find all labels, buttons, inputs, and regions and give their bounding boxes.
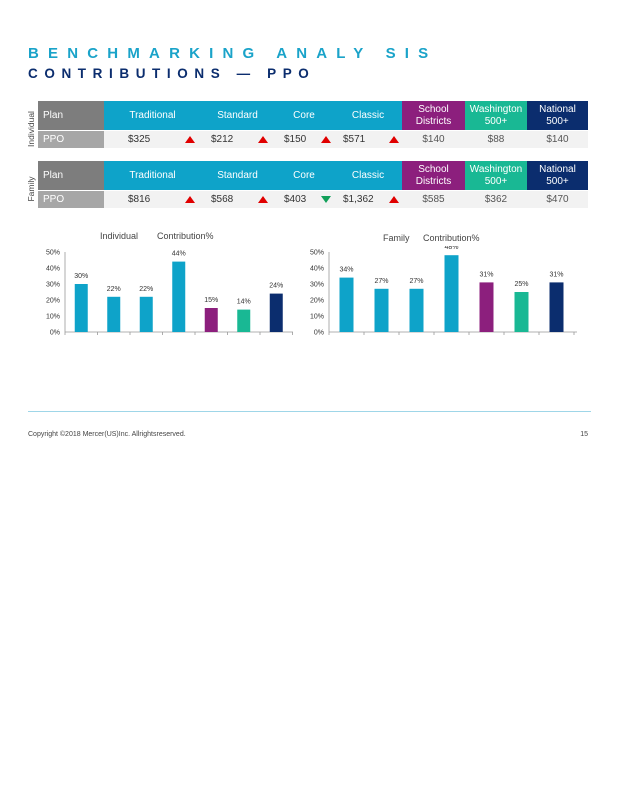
y-tick-label: 50%: [46, 250, 60, 257]
chart-bar: [74, 284, 88, 332]
arrow-up-icon: [185, 196, 195, 203]
y-tick-label: 20%: [46, 298, 60, 305]
arrow-up-icon: [258, 136, 268, 143]
individual-chart-subtitle: Contribution%: [157, 231, 214, 241]
bar-data-label: 27%: [409, 278, 423, 285]
value-cell-2: $568: [201, 191, 274, 208]
value-cell-5: $585: [402, 191, 465, 208]
value-cell-6: $362: [465, 191, 527, 208]
chart-bar: [339, 277, 354, 332]
individual-side-label: Individual: [26, 111, 36, 147]
bar-data-label: 31%: [549, 271, 563, 278]
family-chart-subtitle: Contribution%: [423, 233, 480, 243]
value-cell-7: $140: [527, 131, 588, 148]
bar-data-label: 22%: [139, 286, 153, 293]
arrow-down-icon: [321, 196, 331, 203]
value-cell-3: $403: [274, 191, 334, 208]
col-header-core: Core: [274, 101, 334, 130]
y-tick-label: 10%: [310, 314, 324, 321]
value-cell-7: $470: [527, 191, 588, 208]
family-chart-title: Family: [383, 233, 410, 243]
bar-data-label: 15%: [204, 297, 218, 304]
bar-data-label: 14%: [237, 299, 251, 306]
col-header-plan: Plan: [38, 161, 104, 190]
bar-data-label: 22%: [107, 286, 121, 293]
chart-bar: [107, 296, 121, 332]
page-number: 15: [580, 431, 588, 438]
bar-data-label: 27%: [374, 278, 388, 285]
copyright-text: Copyright ©2018 Mercer(US)Inc. Allrights…: [28, 431, 186, 438]
arrow-up-icon: [321, 136, 331, 143]
col-header-standard: Standard: [201, 161, 274, 190]
page-subtitle: CONTRIBUTIONS — PPO: [28, 66, 316, 81]
chart-bar: [444, 255, 459, 332]
value-cell-6: $88: [465, 131, 527, 148]
arrow-up-icon: [185, 136, 195, 143]
value-cell-2: $212: [201, 131, 274, 148]
value-cell-5: $140: [402, 131, 465, 148]
chart-bar: [374, 288, 389, 332]
value-cell-1: $816: [104, 191, 201, 208]
y-tick-label: 40%: [46, 266, 60, 273]
col-header-washington-500: Washington 500+: [465, 161, 527, 190]
y-tick-label: 40%: [310, 266, 324, 273]
col-header-traditional: Traditional: [104, 161, 201, 190]
arrow-up-icon: [258, 196, 268, 203]
footer-divider: [28, 411, 591, 412]
col-header-school-districts: School Districts: [402, 101, 465, 130]
bar-data-label: 25%: [514, 281, 528, 288]
col-header-school-districts: School Districts: [402, 161, 465, 190]
col-header-national-500: National 500+: [527, 161, 588, 190]
col-header-traditional: Traditional: [104, 101, 201, 130]
chart-bar: [172, 261, 186, 332]
y-tick-label: 0%: [50, 330, 60, 337]
col-header-plan: Plan: [38, 101, 104, 130]
col-header-national-500: National 500+: [527, 101, 588, 130]
individual-contribution-chart: 0% 10% 20% 30% 40% 50% 30% 22% 22% 44% 15% 14% 24%: [46, 250, 293, 337]
chart-bar: [409, 288, 424, 332]
y-tick-label: 20%: [310, 298, 324, 305]
y-tick-label: 0%: [314, 330, 324, 337]
chart-bar: [549, 282, 564, 332]
col-header-standard: Standard: [201, 101, 274, 130]
chart-bar: [269, 293, 283, 332]
page-title: BENCHMARKING ANALY SIS: [28, 45, 438, 62]
chart-bar: [237, 309, 251, 332]
col-header-classic: Classic: [334, 161, 402, 190]
col-header-washington-500: Washington 500+: [465, 101, 527, 130]
value-cell-4: $571: [334, 131, 402, 148]
row-label-ppo: PPO: [38, 131, 104, 148]
family-side-label: Family: [26, 176, 36, 202]
bar-data-label: 44%: [172, 251, 186, 258]
col-header-classic: Classic: [334, 101, 402, 130]
y-tick-label: 30%: [310, 282, 324, 289]
value-cell-3: $150: [274, 131, 334, 148]
value-cell-4: $1,362: [334, 191, 402, 208]
chart-bar: [514, 292, 529, 332]
chart-bar: [204, 308, 218, 332]
row-label-ppo: PPO: [38, 191, 104, 208]
bar-data-label: 34%: [339, 267, 353, 274]
arrow-up-icon: [389, 196, 399, 203]
bar-data-label: 31%: [479, 271, 493, 278]
bar-data-label: 48%: [444, 246, 458, 251]
individual-chart-title: Individual: [100, 231, 139, 241]
bar-data-label: 30%: [74, 273, 88, 280]
family-contribution-chart: 0% 10% 20% 30% 40% 50% 34% 27% 27% 48% 31% 25% 31%: [310, 246, 577, 337]
col-header-core: Core: [274, 161, 334, 190]
y-tick-label: 30%: [46, 282, 60, 289]
value-cell-1: $325: [104, 131, 201, 148]
bar-data-label: 24%: [269, 283, 283, 290]
chart-bar: [479, 282, 494, 332]
arrow-up-icon: [389, 136, 399, 143]
y-tick-label: 50%: [310, 250, 324, 257]
chart-bar: [139, 296, 153, 332]
y-tick-label: 10%: [46, 314, 60, 321]
